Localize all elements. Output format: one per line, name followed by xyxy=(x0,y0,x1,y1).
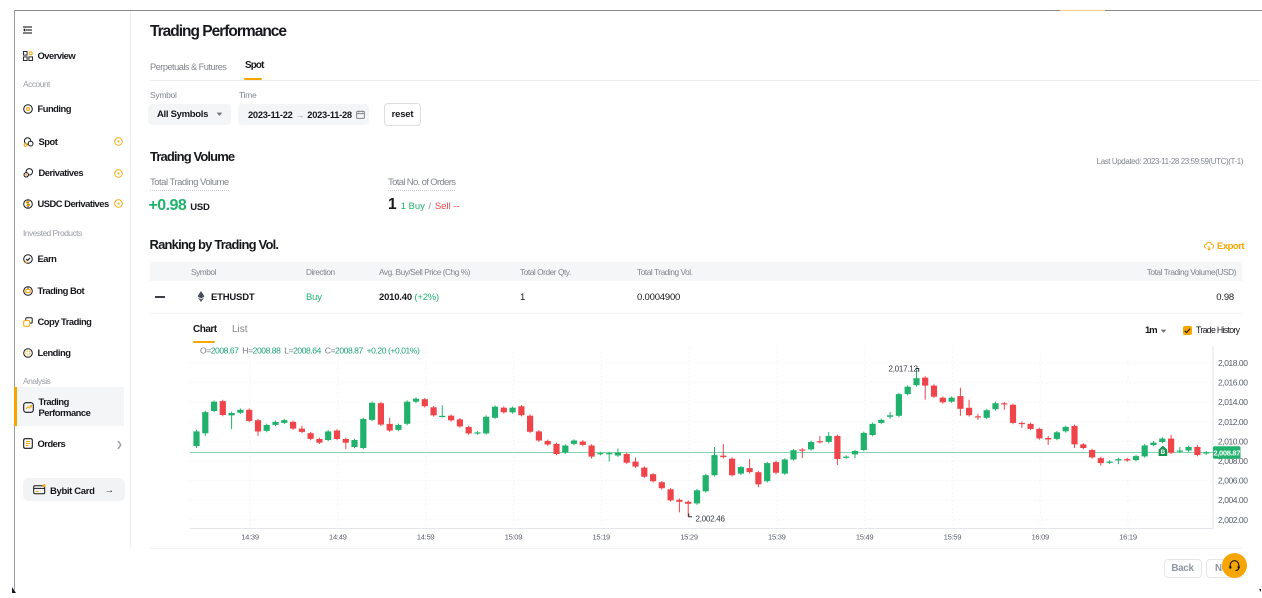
svg-text:2,014.00: 2,014.00 xyxy=(1218,397,1248,407)
svg-text:16:09: 16:09 xyxy=(1031,533,1049,542)
svg-text:2,008.00: 2,008.00 xyxy=(1218,456,1248,466)
svg-text:2,016.00: 2,016.00 xyxy=(1218,378,1248,388)
svg-text:2,010.00: 2,010.00 xyxy=(1218,436,1248,446)
svg-text:2,002.46: 2,002.46 xyxy=(696,515,726,524)
svg-text:O=2008.67 H=2008.88 L=2008.64: O=2008.67 H=2008.88 L=2008.64 C=2008.87 … xyxy=(200,346,420,356)
svg-text:16:19: 16:19 xyxy=(1119,533,1137,542)
svg-text:14:39: 14:39 xyxy=(241,533,259,542)
svg-text:2,008.87: 2,008.87 xyxy=(1213,448,1240,457)
svg-text:15:19: 15:19 xyxy=(592,533,610,542)
svg-text:15:29: 15:29 xyxy=(680,533,698,542)
svg-text:15:59: 15:59 xyxy=(944,533,962,542)
svg-text:2,004.00: 2,004.00 xyxy=(1218,495,1248,505)
svg-text:14:59: 14:59 xyxy=(417,533,435,542)
svg-text:14:49: 14:49 xyxy=(329,533,347,542)
svg-text:2,018.00: 2,018.00 xyxy=(1218,358,1248,368)
svg-text:15:09: 15:09 xyxy=(505,533,523,542)
svg-text:B: B xyxy=(1161,449,1166,456)
svg-text:2,017.12: 2,017.12 xyxy=(889,365,919,374)
svg-text:2,006.00: 2,006.00 xyxy=(1218,476,1248,486)
svg-text:15:39: 15:39 xyxy=(768,533,786,542)
svg-text:2,012.00: 2,012.00 xyxy=(1218,417,1248,427)
svg-text:2,002.00: 2,002.00 xyxy=(1218,515,1248,525)
svg-text:15:49: 15:49 xyxy=(856,533,874,542)
